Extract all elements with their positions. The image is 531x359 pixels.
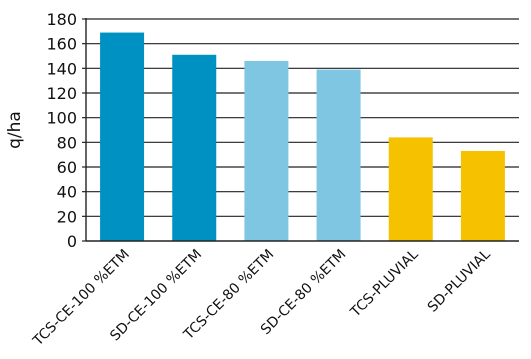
axes [85, 18, 519, 242]
bar [244, 60, 289, 241]
y-tick-labels: 0 20 40 60 80 100 120 140 160 180 [46, 10, 77, 251]
y-tick-label: 40 [57, 183, 77, 202]
bar [172, 54, 217, 242]
x-tick-label: TCS-PLUVIAL [347, 246, 422, 321]
y-tick-label: 20 [57, 207, 77, 226]
gridlines [82, 18, 519, 242]
bar [316, 69, 361, 241]
x-tick-label: SD-PLUVIAL [425, 246, 494, 315]
y-axis-label: q/ha [5, 111, 25, 149]
y-tick-label: 0 [67, 232, 77, 251]
y-tick-label: 140 [46, 59, 77, 78]
y-tick-label: 160 [46, 35, 77, 54]
y-tick-label: 120 [46, 84, 77, 103]
y-tick-label: 60 [57, 158, 77, 177]
bars [100, 32, 505, 242]
bar [460, 150, 505, 241]
y-tick-label: 180 [46, 10, 77, 29]
bar [100, 32, 145, 241]
bar [388, 137, 433, 241]
y-tick-label: 80 [57, 133, 77, 152]
y-tick-label: 100 [46, 109, 77, 128]
